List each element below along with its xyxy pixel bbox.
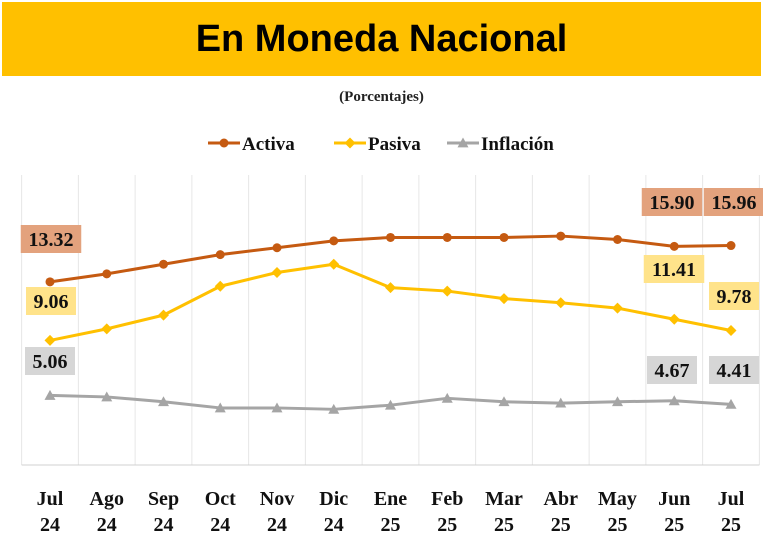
- x-tick-label: Feb: [431, 488, 463, 510]
- inflacion-point: [385, 399, 396, 410]
- x-tick-label: 24: [97, 514, 117, 536]
- inflacion-point: [101, 391, 113, 402]
- x-tick-label: 24: [154, 514, 174, 536]
- pasiva-label-box: [26, 287, 76, 315]
- x-tick-label: Ago: [90, 488, 124, 510]
- x-tick-label: 25: [608, 514, 628, 536]
- legend-marker-inflacion: [457, 137, 469, 148]
- activa-point: [442, 232, 452, 242]
- x-tick-label: Abr: [544, 488, 579, 510]
- inflacion-point: [271, 402, 283, 413]
- pasiva-data-label: 9.78: [717, 286, 752, 308]
- inflacion-point: [725, 398, 737, 409]
- activa-data-label: 13.32: [29, 229, 74, 251]
- inflacion-label-box: [25, 347, 75, 375]
- inflacion-point: [555, 397, 567, 408]
- pasiva-label-box: [643, 255, 705, 283]
- inflacion-data-label: 4.41: [717, 360, 752, 382]
- inflacion-point: [214, 402, 226, 413]
- inflacion-point: [668, 395, 680, 406]
- activa-point: [613, 235, 622, 244]
- legend-label-activa: Activa: [242, 134, 295, 155]
- x-tick-label: Oct: [205, 488, 236, 510]
- activa-series-line: [49, 234, 732, 284]
- pasiva-point: [385, 282, 396, 294]
- inflacion-point: [612, 396, 623, 407]
- activa-point: [159, 259, 168, 269]
- activa-point: [726, 241, 736, 251]
- pasiva-point: [101, 323, 113, 335]
- activa-point: [215, 250, 225, 260]
- pasiva-point: [44, 334, 56, 346]
- legend-marker-pasiva: [344, 137, 356, 149]
- x-tick-label: Jun: [658, 488, 690, 510]
- pasiva-point: [158, 309, 169, 321]
- pasiva-point: [328, 258, 340, 270]
- pasiva-point: [555, 297, 567, 309]
- pasiva-point: [612, 302, 623, 314]
- activa-data-label: 15.96: [712, 192, 757, 214]
- inflacion-data-label: 4.67: [655, 360, 690, 382]
- x-tick-label: Nov: [260, 488, 294, 510]
- inflacion-point: [328, 403, 340, 414]
- activa-label-box: [20, 225, 82, 253]
- pasiva-data-label: 11.41: [652, 259, 696, 281]
- pasiva-point: [498, 293, 510, 305]
- activa-point: [45, 277, 55, 287]
- x-tick-label: 24: [40, 514, 60, 536]
- x-tick-label: Dic: [319, 488, 348, 510]
- pasiva-data-label: 9.06: [34, 291, 69, 313]
- x-tick-label: 25: [664, 514, 684, 536]
- activa-point: [669, 241, 679, 251]
- chart-subtitle: (Porcentajes): [339, 89, 424, 105]
- pasiva-point: [725, 325, 737, 337]
- x-tick-label: 25: [551, 514, 571, 536]
- inflacion-point: [441, 392, 453, 403]
- x-tick-label: 25: [437, 514, 457, 536]
- pasiva-point: [214, 280, 226, 292]
- x-tick-label: Ene: [374, 488, 407, 510]
- x-tick-label: 25: [721, 514, 741, 536]
- x-tick-label: May: [598, 488, 637, 510]
- inflacion-label-box: [647, 356, 697, 384]
- activa-label-box: [703, 188, 763, 216]
- inflacion-point: [44, 389, 56, 400]
- inflacion-point: [498, 396, 510, 407]
- inflacion-point: [158, 396, 169, 407]
- x-tick-label: Sep: [148, 488, 179, 510]
- x-tick-label: 24: [210, 514, 230, 536]
- pasiva-point: [668, 313, 680, 325]
- activa-point: [329, 236, 339, 246]
- pasiva-point: [441, 285, 453, 297]
- activa-point: [102, 269, 112, 279]
- x-tick-label: 24: [267, 514, 287, 536]
- x-tick-label: Jul: [37, 488, 64, 510]
- activa-point: [556, 231, 566, 241]
- activa-data-label: 15.90: [650, 192, 695, 214]
- inflacion-label-box: [709, 356, 759, 384]
- x-tick-label: 25: [494, 514, 514, 536]
- x-tick-label: 25: [381, 514, 401, 536]
- pasiva-point: [271, 267, 283, 278]
- chart-title: En Moneda Nacional: [195, 17, 568, 60]
- activa-label-box: [641, 188, 703, 216]
- legend-label-pasiva: Pasiva: [368, 134, 421, 155]
- activa-point: [386, 232, 395, 242]
- pasiva-label-box: [709, 282, 759, 310]
- x-tick-label: Jul: [718, 488, 745, 510]
- legend-marker-activa: [219, 138, 229, 148]
- title-banner: En Moneda Nacional: [2, 2, 761, 76]
- activa-point: [272, 243, 282, 253]
- x-tick-label: Mar: [485, 488, 523, 510]
- pasiva-series-line: [49, 262, 732, 342]
- x-tick-label: 24: [324, 514, 344, 536]
- inflacion-data-label: 5.06: [33, 351, 68, 373]
- activa-point: [499, 232, 509, 242]
- legend-label-inflacion: Inflación: [481, 134, 554, 155]
